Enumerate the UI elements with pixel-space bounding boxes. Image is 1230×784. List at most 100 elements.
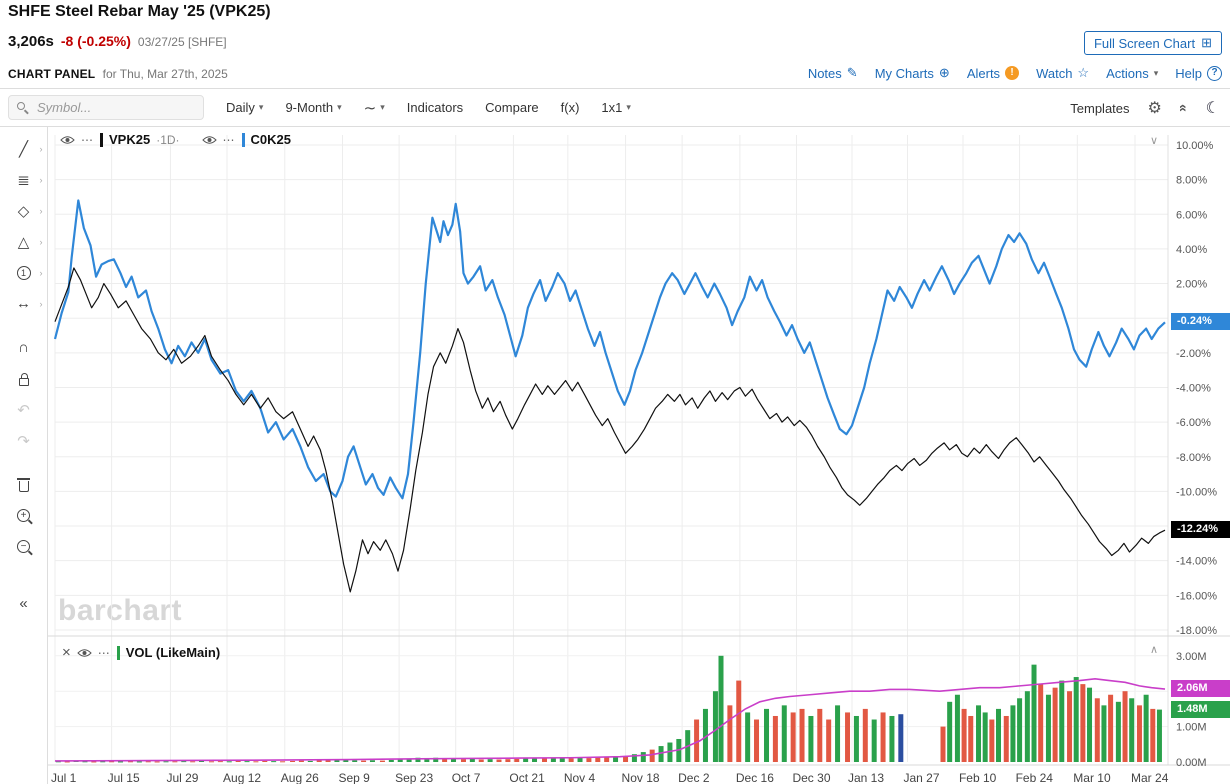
chart-panel-title: CHART PANEL for Thu, Mar 27th, 2025 bbox=[8, 67, 228, 81]
series-timeframe: ·1D· bbox=[156, 132, 180, 147]
annotation-icon: △ bbox=[17, 233, 30, 251]
templates-button[interactable]: Templates bbox=[1070, 101, 1129, 116]
panel-links: Notes ✎ My Charts ⊕ Alerts ! Watch ☆ Act… bbox=[808, 65, 1222, 81]
svg-text:Feb 24: Feb 24 bbox=[1016, 771, 1054, 784]
caret-down-icon: ▾ bbox=[626, 102, 631, 112]
indicators-label: Indicators bbox=[406, 100, 464, 115]
measure-tool[interactable]: ↔ › bbox=[0, 288, 48, 319]
close-icon[interactable]: × bbox=[62, 643, 71, 661]
visibility-eye-icon[interactable] bbox=[201, 135, 217, 145]
fx-label: f(x) bbox=[560, 100, 580, 115]
collapse-toolbar-icon[interactable]: « bbox=[1175, 104, 1192, 112]
trash-icon bbox=[17, 478, 30, 492]
volume-pane-expand-chevron[interactable]: ∧ bbox=[1149, 644, 1158, 656]
chart-canvas[interactable]: 10.00%8.00%6.00%4.00%2.00%0.00%-2.00%-4.… bbox=[48, 127, 1230, 784]
pencil-icon: ✎ bbox=[846, 65, 858, 80]
redo-icon: ↷ bbox=[17, 432, 30, 450]
compare-label: Compare bbox=[485, 100, 539, 115]
svg-text:Aug 26: Aug 26 bbox=[281, 771, 319, 784]
svg-text:Jul 15: Jul 15 bbox=[108, 771, 140, 784]
frequency-dropdown[interactable]: Daily ▾ bbox=[226, 100, 263, 115]
volume-study-label: VOL (LikeMain) bbox=[125, 645, 221, 660]
chart-panel-header: CHART PANEL for Thu, Mar 27th, 2025 Note… bbox=[0, 62, 1230, 89]
svg-text:-6.00%: -6.00% bbox=[1176, 417, 1211, 429]
series-menu-icon[interactable]: ⋯ bbox=[81, 132, 94, 147]
line-chart-type-icon: ∼ bbox=[363, 99, 377, 117]
my-charts-label: My Charts bbox=[874, 65, 934, 81]
shapes-tool[interactable]: ◇ › bbox=[0, 195, 48, 226]
visibility-eye-icon[interactable] bbox=[77, 648, 92, 658]
zoom-in-icon: + bbox=[17, 509, 30, 522]
full-screen-chart-button[interactable]: Full Screen Chart ⊞ bbox=[1083, 31, 1222, 55]
svg-text:-16.00%: -16.00% bbox=[1176, 590, 1217, 602]
trend-line-tool[interactable]: ╱ › bbox=[0, 133, 48, 164]
dark-mode-moon-icon[interactable]: ☾ bbox=[1205, 100, 1220, 117]
collapse-sidebar-button[interactable]: « bbox=[0, 588, 48, 619]
watch-link[interactable]: Watch ☆ bbox=[1036, 65, 1089, 81]
drawing-tools-sidebar: ╱ › ≣ › ◇ › △ › 1 › ↔ › ∩ ↶ ↷ + − « bbox=[0, 127, 48, 784]
star-icon: ☆ bbox=[1077, 65, 1090, 80]
svg-text:-14.00%: -14.00% bbox=[1176, 556, 1217, 568]
chart-type-dropdown[interactable]: ∼ ▾ bbox=[364, 99, 385, 117]
svg-text:Aug 12: Aug 12 bbox=[223, 771, 261, 784]
my-charts-link[interactable]: My Charts ⊕ bbox=[875, 65, 950, 81]
svg-text:Jan 13: Jan 13 bbox=[848, 771, 884, 784]
question-icon: ? bbox=[1207, 65, 1222, 81]
plus-circle-icon: ⊕ bbox=[938, 65, 950, 80]
gear-icon[interactable]: ⚙ bbox=[1147, 100, 1162, 117]
help-label: Help bbox=[1175, 65, 1202, 81]
svg-text:Dec 2: Dec 2 bbox=[678, 771, 710, 784]
layout-dropdown[interactable]: 1x1 ▾ bbox=[601, 100, 631, 115]
last-value-badge: -12.24% bbox=[1171, 521, 1230, 539]
svg-text:Dec 16: Dec 16 bbox=[736, 771, 774, 784]
toolbar-right: Templates ⚙ « ☾ bbox=[1070, 89, 1220, 127]
svg-text:Nov 4: Nov 4 bbox=[564, 771, 596, 784]
alerts-link[interactable]: Alerts ! bbox=[967, 66, 1020, 81]
svg-text:-18.00%: -18.00% bbox=[1176, 625, 1217, 637]
main-pane-collapse-chevron[interactable]: ∨ bbox=[1149, 135, 1158, 147]
svg-text:10.00%: 10.00% bbox=[1176, 140, 1214, 152]
pitchfork-tool[interactable]: ≣ › bbox=[0, 164, 48, 195]
caret-down-icon: ▾ bbox=[380, 102, 385, 112]
watch-label: Watch bbox=[1036, 65, 1073, 81]
expressions-button[interactable]: f(x) bbox=[561, 100, 580, 115]
lock-drawings-tool[interactable] bbox=[0, 363, 48, 394]
chart-panel-label: CHART PANEL bbox=[8, 67, 96, 81]
undo-button[interactable]: ↶ bbox=[0, 394, 48, 425]
svg-text:4.00%: 4.00% bbox=[1176, 244, 1207, 256]
actions-dropdown[interactable]: Actions ▾ bbox=[1106, 66, 1158, 81]
magnet-tool[interactable]: ∩ bbox=[0, 332, 48, 363]
collapse-left-icon: « bbox=[19, 595, 28, 612]
redo-button[interactable]: ↷ bbox=[0, 425, 48, 456]
svg-text:Jul 1: Jul 1 bbox=[51, 771, 77, 784]
numbered-annotation-tool[interactable]: 1 › bbox=[0, 257, 48, 288]
symbol-search[interactable] bbox=[8, 95, 204, 120]
page-title: SHFE Steel Rebar May '25 (VPK25) bbox=[8, 3, 271, 20]
last-value-badge: -0.24% bbox=[1171, 313, 1230, 331]
series-color-chip bbox=[100, 132, 103, 147]
notes-label: Notes bbox=[807, 65, 842, 81]
delete-drawings-button[interactable] bbox=[0, 469, 48, 500]
series-menu-icon[interactable]: ⋯ bbox=[222, 132, 236, 147]
indicators-button[interactable]: Indicators bbox=[407, 100, 463, 115]
notes-link[interactable]: Notes ✎ bbox=[808, 65, 858, 81]
compare-button[interactable]: Compare bbox=[485, 100, 538, 115]
barchart-watermark: barchart bbox=[58, 594, 183, 627]
visibility-eye-icon[interactable] bbox=[60, 135, 75, 145]
shapes-icon: ◇ bbox=[17, 202, 30, 220]
series-menu-icon[interactable]: ⋯ bbox=[97, 645, 111, 660]
symbol-search-input[interactable] bbox=[35, 99, 195, 116]
range-dropdown[interactable]: 9-Month ▾ bbox=[285, 100, 341, 115]
help-link[interactable]: Help ? bbox=[1175, 65, 1222, 81]
svg-text:Dec 30: Dec 30 bbox=[792, 771, 830, 784]
zoom-out-button[interactable]: − bbox=[0, 531, 48, 562]
templates-label: Templates bbox=[1070, 100, 1130, 116]
svg-text:Sep 9: Sep 9 bbox=[338, 771, 370, 784]
last-value-badge: 1.48M bbox=[1171, 700, 1230, 718]
annotation-tool[interactable]: △ › bbox=[0, 226, 48, 257]
zoom-in-button[interactable]: + bbox=[0, 500, 48, 531]
actions-label: Actions bbox=[1106, 65, 1149, 81]
svg-text:-10.00%: -10.00% bbox=[1176, 486, 1217, 498]
caret-down-icon: ▾ bbox=[337, 102, 342, 112]
chevron-right-icon: › bbox=[39, 267, 43, 278]
